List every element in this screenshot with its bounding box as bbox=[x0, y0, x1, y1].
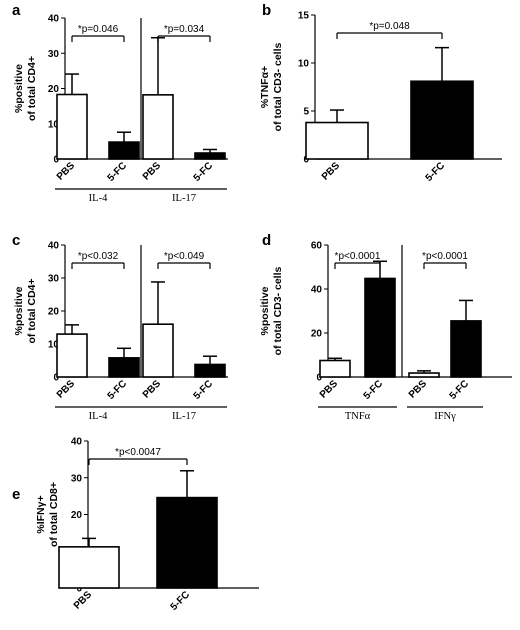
x-tick-label: 5-FC bbox=[424, 160, 448, 184]
x-tick-label: 5-FC bbox=[448, 378, 472, 402]
y-axis-title: %positive bbox=[13, 286, 25, 335]
group-label: TNFα bbox=[345, 411, 371, 422]
y-tick-label: 5 bbox=[303, 107, 309, 118]
y-tick-label: 30 bbox=[48, 49, 60, 60]
panel-e: e%IFNγ+of total CD8+010203040PBS5-FC*p<0… bbox=[12, 437, 259, 613]
y-axis-title: of total CD4+ bbox=[26, 56, 38, 121]
y-tick-label: 40 bbox=[71, 437, 83, 448]
x-tick-label: PBS bbox=[141, 160, 164, 183]
y-axis-title: %positive bbox=[13, 64, 25, 113]
y-tick-label: 40 bbox=[311, 285, 323, 296]
bar-5fc bbox=[410, 80, 474, 160]
panel-c: c %positive of total CD4+ 0 10 20 30 40 PBS 5-FC *… bbox=[12, 232, 228, 422]
y-axis-title: %IFNγ+ bbox=[35, 495, 47, 533]
y-tick-label: 10 bbox=[48, 119, 60, 130]
bar-pbs bbox=[319, 359, 351, 378]
panel-a: a %positive of total CD4+ 0 10 20 30 40 PBS 5-FC *… bbox=[12, 2, 228, 204]
x-tick-label: 5-FC bbox=[169, 589, 193, 613]
panel-label: c bbox=[12, 232, 20, 249]
bar-pbs bbox=[56, 333, 88, 378]
x-tick-label: 5-FC bbox=[362, 378, 386, 402]
p-value-annotation: *p=0.046 bbox=[78, 24, 119, 35]
y-tick-label: 10 bbox=[48, 340, 60, 351]
y-tick-label: 15 bbox=[298, 11, 310, 22]
group-label: IFNγ bbox=[434, 411, 456, 422]
group-label: IL-4 bbox=[89, 193, 108, 204]
bar-pbs bbox=[142, 94, 174, 160]
bar-5fc bbox=[194, 152, 226, 160]
y-tick-label: 20 bbox=[48, 307, 60, 318]
p-value-annotation: *p=0.048 bbox=[369, 21, 410, 32]
p-value-annotation: *p<0.032 bbox=[78, 251, 119, 262]
x-tick-label: 5-FC bbox=[192, 160, 216, 184]
bar-pbs bbox=[305, 121, 369, 160]
y-axis-title: of total CD4+ bbox=[26, 278, 38, 343]
p-value-annotation: *p<0.0001 bbox=[335, 251, 381, 262]
y-tick-label: 60 bbox=[311, 241, 323, 252]
bar-5fc bbox=[364, 277, 396, 378]
bar-5fc bbox=[450, 320, 482, 378]
y-axis-title: of total CD3- cells bbox=[272, 267, 284, 356]
bar-pbs bbox=[142, 323, 174, 378]
y-tick-label: 0 bbox=[316, 373, 322, 384]
group-label: IL-4 bbox=[89, 411, 108, 422]
p-value-annotation: *p=0.034 bbox=[164, 24, 205, 35]
panel-label: e bbox=[12, 486, 20, 503]
bar-5fc bbox=[108, 357, 140, 378]
y-tick-label: 40 bbox=[48, 241, 60, 252]
y-tick-label: 0 bbox=[53, 155, 59, 166]
y-tick-label: 20 bbox=[48, 84, 60, 95]
group-label: IL-17 bbox=[172, 411, 196, 422]
group-label: IL-17 bbox=[172, 193, 196, 204]
bar-5fc bbox=[156, 496, 218, 589]
x-tick-label: 5-FC bbox=[106, 160, 130, 184]
y-tick-label: 0 bbox=[76, 584, 82, 595]
y-tick-label: 0 bbox=[303, 155, 309, 166]
panel-b: b %TNFα+ of total CD3- cells 0 5 10 15 PBS 5-FC *… bbox=[259, 2, 502, 184]
x-tick-label: PBS bbox=[72, 589, 95, 612]
x-tick-label: PBS bbox=[320, 160, 343, 183]
panel-label: d bbox=[262, 232, 271, 249]
p-value-annotation: *p<0.0047 bbox=[115, 447, 161, 458]
p-value-annotation: *p<0.0001 bbox=[422, 251, 468, 262]
y-tick-label: 20 bbox=[311, 329, 323, 340]
bar-5fc bbox=[108, 141, 140, 160]
panel-label: a bbox=[12, 2, 21, 19]
y-axis-title: %positive bbox=[259, 286, 271, 335]
p-value-annotation: *p<0.049 bbox=[164, 251, 205, 262]
y-axis-title: of total CD8+ bbox=[48, 482, 60, 547]
x-tick-label: 5-FC bbox=[192, 378, 216, 402]
x-tick-label: 5-FC bbox=[106, 378, 130, 402]
y-tick-label: 20 bbox=[71, 510, 83, 521]
x-tick-label: PBS bbox=[141, 378, 164, 401]
y-tick-label: 30 bbox=[71, 473, 83, 484]
y-tick-label: 0 bbox=[53, 373, 59, 384]
bar-5fc bbox=[194, 363, 226, 378]
y-tick-label: 10 bbox=[298, 59, 310, 70]
bar-pbs bbox=[408, 372, 440, 378]
y-axis-title: of total CD3- cells bbox=[272, 43, 284, 132]
panel-d: d %positive of total CD3- cells 0 20 40 60 PBS 5… bbox=[259, 232, 512, 422]
y-tick-label: 40 bbox=[48, 14, 60, 25]
y-tick-label: 30 bbox=[48, 274, 60, 285]
bar-pbs bbox=[58, 546, 120, 589]
x-tick-label: PBS bbox=[407, 378, 430, 401]
y-axis-title: %TNFα+ bbox=[259, 66, 271, 108]
panel-label: b bbox=[262, 2, 271, 19]
bar-pbs bbox=[56, 93, 88, 160]
